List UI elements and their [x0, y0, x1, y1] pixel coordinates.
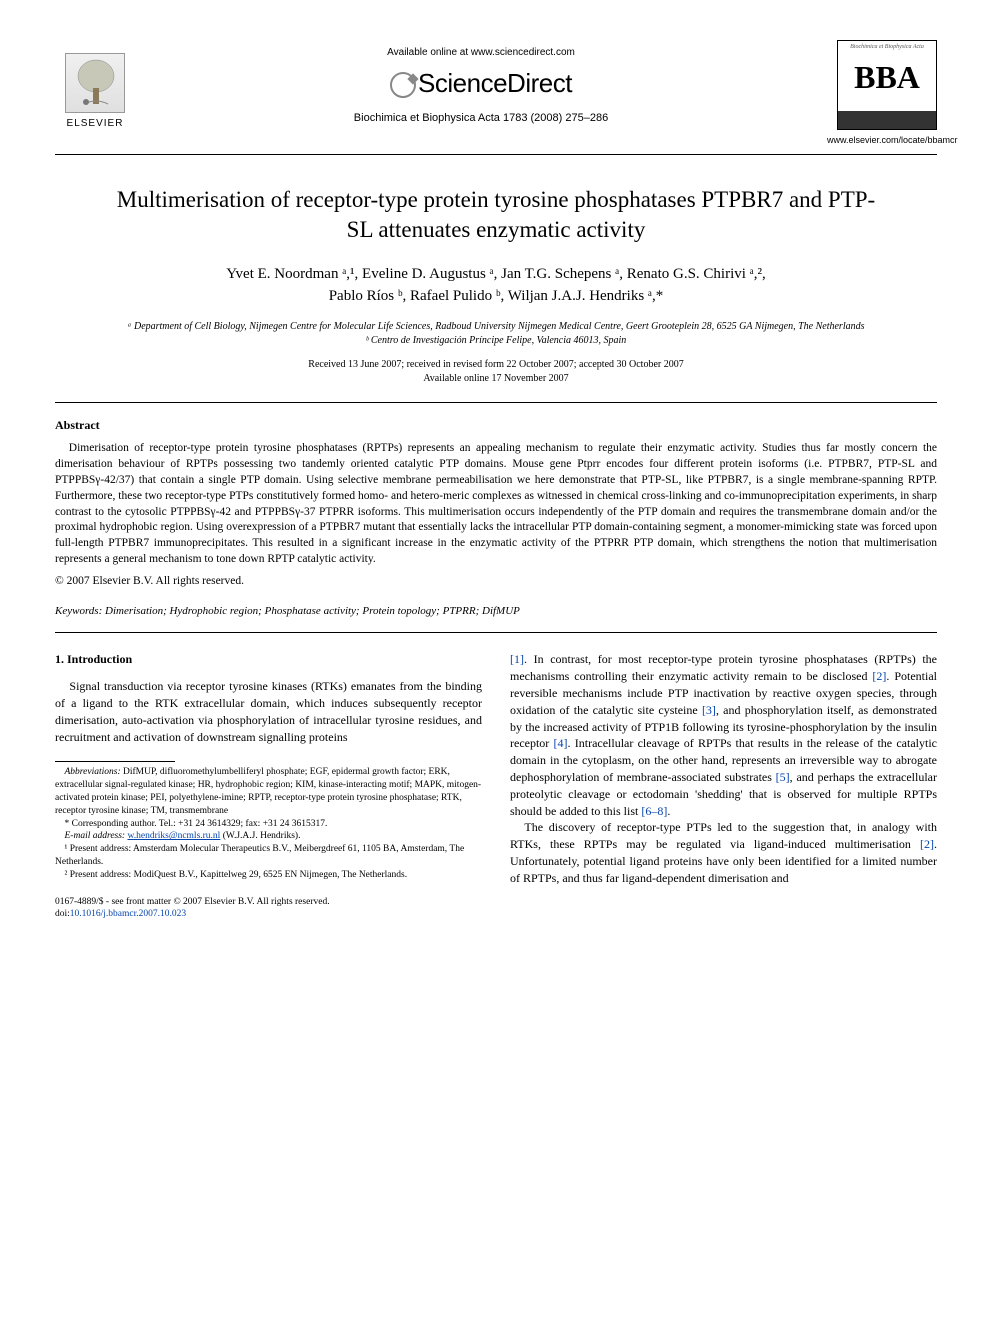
ref-3[interactable]: [3]: [702, 703, 716, 717]
body-columns: 1. Introduction Signal transduction via …: [55, 651, 937, 920]
bba-logo-text: BBA: [838, 61, 936, 93]
email-link[interactable]: w.hendriks@ncmls.ru.nl: [127, 831, 220, 841]
sciencedirect-logo: ScienceDirect: [135, 66, 827, 101]
keywords: Keywords: Dimerisation; Hydrophobic regi…: [55, 604, 937, 619]
footnote-corresponding: * Corresponding author. Tel.: +31 24 361…: [55, 818, 482, 831]
journal-reference: Biochimica et Biophysica Acta 1783 (2008…: [135, 111, 827, 126]
footnote-rule: [55, 761, 175, 762]
doi-label: doi:: [55, 909, 70, 919]
bottom-meta: 0167-4889/$ - see front matter © 2007 El…: [55, 896, 482, 921]
sciencedirect-text: ScienceDirect: [418, 68, 572, 98]
ref-2[interactable]: [2]: [872, 669, 886, 683]
intro-left-para: Signal transduction via receptor tyrosin…: [55, 678, 482, 745]
abstract-bottom-rule: [55, 632, 937, 633]
abstract-body: Dimerisation of receptor-type protein ty…: [55, 441, 937, 568]
bba-logo-block: Biochimica et Biophysica Acta BBA www.el…: [827, 40, 937, 146]
elsevier-label: ELSEVIER: [67, 117, 124, 131]
center-header: Available online at www.sciencedirect.co…: [135, 40, 827, 125]
doi-line: doi:10.1016/j.bbamcr.2007.10.023: [55, 908, 482, 920]
ref-5[interactable]: [5]: [776, 770, 790, 784]
abbrev-label: Abbreviations:: [65, 767, 121, 777]
ref-6-8[interactable]: [6–8]: [641, 804, 667, 818]
bba-logo-box: Biochimica et Biophysica Acta BBA: [837, 40, 937, 130]
elsevier-logo: ELSEVIER: [55, 40, 135, 130]
footnote-abbrev: Abbreviations: DifMUP, difluoromethylumb…: [55, 766, 482, 817]
header-rule: [55, 154, 937, 155]
bba-logo-bar: [838, 111, 936, 129]
intro-left-text: Signal transduction via receptor tyrosin…: [55, 679, 482, 743]
footnote-1: ¹ Present address: Amsterdam Molecular T…: [55, 843, 482, 869]
affiliation-a: ᵃ Department of Cell Biology, Nijmegen C…: [55, 320, 937, 334]
keywords-list: Dimerisation; Hydrophobic region; Phosph…: [105, 605, 520, 617]
abstract-body-text: Dimerisation of receptor-type protein ty…: [55, 442, 937, 565]
keywords-label: Keywords:: [55, 605, 102, 617]
ref-4[interactable]: [4]: [554, 736, 568, 750]
footnotes: Abbreviations: DifMUP, difluoromethylumb…: [55, 766, 482, 881]
intro-heading: 1. Introduction: [55, 651, 482, 668]
intro-right-para-2: The discovery of receptor-type PTPs led …: [510, 819, 937, 886]
email-label: E-mail address:: [65, 831, 126, 841]
bba-logo-subtitle: Biochimica et Biophysica Acta: [838, 41, 936, 53]
abstract-heading: Abstract: [55, 417, 937, 433]
doi-link[interactable]: 10.1016/j.bbamcr.2007.10.023: [70, 909, 186, 919]
email-suffix: (W.J.A.J. Hendriks).: [220, 831, 300, 841]
abstract-top-rule: [55, 402, 937, 403]
intro-right-para-1: [1]. In contrast, for most receptor-type…: [510, 651, 937, 819]
locate-url: www.elsevier.com/locate/bbamcr: [827, 134, 937, 146]
ref-2b[interactable]: [2]: [920, 837, 934, 851]
authors-line-1: Yvet E. Noordman ᵃ,¹, Eveline D. Augustu…: [226, 266, 766, 282]
abstract-copyright: © 2007 Elsevier B.V. All rights reserved…: [55, 574, 937, 590]
rp1f: .: [667, 804, 670, 818]
footnote-2: ² Present address: ModiQuest B.V., Kapit…: [55, 869, 482, 882]
ref-1[interactable]: [1]: [510, 652, 524, 666]
publication-dates: Received 13 June 2007; received in revis…: [55, 358, 937, 386]
authors-line-2: Pablo Ríos ᵇ, Rafael Pulido ᵇ, Wiljan J.…: [329, 288, 664, 304]
available-online-text: Available online at www.sciencedirect.co…: [135, 46, 827, 60]
elsevier-tree-icon: [65, 53, 125, 113]
authors: Yvet E. Noordman ᵃ,¹, Eveline D. Augustu…: [55, 263, 937, 308]
affiliations: ᵃ Department of Cell Biology, Nijmegen C…: [55, 320, 937, 348]
rp2a: The discovery of receptor-type PTPs led …: [510, 820, 937, 851]
footnote-email: E-mail address: w.hendriks@ncmls.ru.nl (…: [55, 830, 482, 843]
article-title: Multimerisation of receptor-type protein…: [115, 185, 877, 245]
header-row: ELSEVIER Available online at www.science…: [55, 40, 937, 146]
left-column: 1. Introduction Signal transduction via …: [55, 651, 482, 920]
sciencedirect-icon: [390, 72, 416, 98]
affiliation-b: ᵇ Centro de Investigación Príncipe Felip…: [55, 334, 937, 348]
front-matter-line: 0167-4889/$ - see front matter © 2007 El…: [55, 896, 482, 908]
right-column: [1]. In contrast, for most receptor-type…: [510, 651, 937, 920]
received-date: Received 13 June 2007; received in revis…: [55, 358, 937, 372]
available-date: Available online 17 November 2007: [55, 372, 937, 386]
